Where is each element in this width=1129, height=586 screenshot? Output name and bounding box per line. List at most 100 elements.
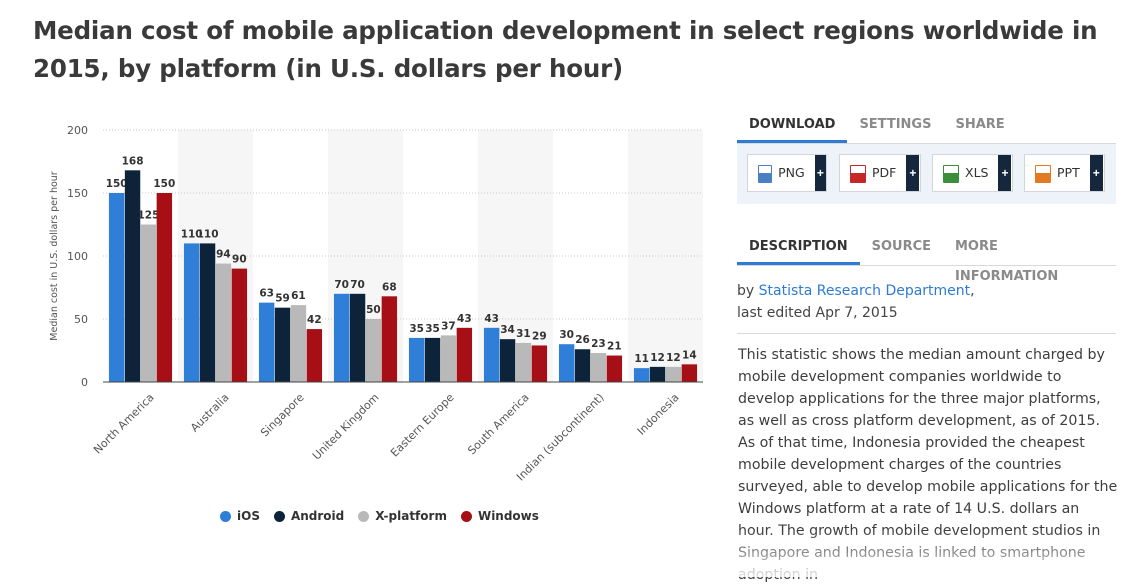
download-tabs: DOWNLOAD SETTINGS SHARE — [737, 110, 1116, 144]
data-label: 26 — [575, 334, 590, 346]
plus-icon[interactable]: + — [1089, 155, 1103, 191]
legend-dot-icon — [358, 510, 370, 522]
data-label: 94 — [216, 249, 231, 261]
legend-item[interactable]: X-platform — [358, 509, 447, 523]
bar — [408, 337, 425, 382]
data-label: 90 — [232, 254, 247, 266]
bar — [140, 224, 157, 382]
y-tick-label: 50 — [74, 313, 88, 326]
legend-dot-icon — [273, 510, 285, 522]
legend-label: X-platform — [375, 509, 447, 523]
bar — [290, 305, 307, 382]
legend-dot-icon — [220, 510, 231, 522]
tab-source[interactable]: SOURCE — [871, 239, 931, 254]
data-label: 110 — [181, 228, 203, 240]
data-label: 42 — [307, 314, 322, 326]
data-label: 70 — [334, 279, 349, 291]
download-xls-button[interactable]: XLS + — [932, 154, 1013, 192]
y-tick-label: 0 — [81, 376, 88, 389]
y-tick-label: 150 — [67, 187, 88, 200]
data-label: 70 — [350, 279, 365, 291]
tab-download[interactable]: DOWNLOAD — [737, 110, 848, 143]
data-label: 59 — [275, 293, 290, 305]
data-label: 150 — [153, 178, 175, 190]
bar — [590, 353, 607, 382]
tab-more-information[interactable]: MORE INFORMATION — [955, 239, 1059, 284]
x-tick-label: Singapore — [258, 391, 307, 440]
xls-file-icon — [943, 165, 959, 183]
data-label: 43 — [484, 313, 499, 325]
tab-description[interactable]: DESCRIPTION — [737, 232, 860, 265]
data-label: 43 — [457, 313, 472, 325]
bar — [231, 268, 248, 382]
data-label: 34 — [500, 324, 515, 336]
bar — [274, 307, 291, 382]
bar — [183, 243, 200, 382]
download-pdf-button[interactable]: PDF + — [839, 154, 921, 192]
data-label: 31 — [516, 328, 531, 340]
pdf-file-icon — [850, 165, 866, 183]
x-tick-label: North America — [91, 391, 157, 457]
download-png-button[interactable]: PNG + — [747, 154, 827, 192]
plus-icon[interactable]: + — [998, 155, 1012, 191]
download-ppt-button[interactable]: PPT + — [1024, 154, 1105, 192]
x-tick-label: South America — [465, 391, 531, 457]
page-title: Median cost of mobile application develo… — [33, 16, 1098, 83]
y-axis-title: Median cost in U.S. dollars per hour — [49, 171, 60, 340]
download-pdf-label: PDF — [872, 165, 897, 180]
chart-legend: iOS Android X-platform Windows — [220, 509, 539, 523]
author-link[interactable]: Statista Research Department — [758, 283, 971, 299]
bar — [365, 319, 382, 382]
bar — [681, 364, 698, 382]
bar — [333, 293, 350, 382]
tab-share[interactable]: SHARE — [955, 117, 1005, 132]
bar — [424, 337, 441, 382]
bar — [381, 296, 398, 382]
legend-dot-icon — [460, 510, 472, 522]
data-label: 125 — [137, 210, 159, 222]
bar — [665, 366, 682, 382]
data-label: 35 — [409, 323, 424, 335]
x-tick-label: Indian (subcontinent) — [514, 391, 607, 484]
by-suffix: , — [970, 283, 975, 299]
bar — [258, 302, 275, 382]
x-tick-label: Australia — [188, 391, 232, 435]
data-label: 150 — [106, 178, 128, 190]
y-tick-label: 200 — [67, 124, 88, 137]
bar — [606, 355, 623, 382]
x-tick-label: Indonesia — [635, 391, 682, 438]
data-label: 110 — [197, 228, 219, 240]
bar — [649, 366, 666, 382]
bar — [456, 327, 473, 382]
legend-item[interactable]: iOS — [220, 509, 260, 523]
data-label: 50 — [366, 304, 381, 316]
legend-item[interactable]: Windows — [460, 509, 539, 523]
bar — [633, 368, 650, 382]
data-label: 23 — [591, 338, 606, 350]
data-label: 37 — [441, 320, 456, 332]
bar — [531, 345, 548, 382]
legend-label: iOS — [237, 509, 260, 523]
legend-item[interactable]: Android — [273, 509, 344, 523]
bar — [108, 193, 125, 382]
download-xls-label: XLS — [965, 165, 989, 180]
tab-settings[interactable]: SETTINGS — [859, 117, 932, 132]
bar — [440, 335, 457, 382]
bar — [483, 327, 500, 382]
bar — [156, 193, 173, 382]
download-bar: PNG + PDF + XLS + PPT + — [737, 144, 1116, 204]
bar — [515, 342, 532, 382]
bar — [558, 344, 575, 382]
y-tick-label: 100 — [67, 250, 88, 263]
info-tabs: DESCRIPTION SOURCE MORE INFORMATION — [737, 232, 1116, 284]
plus-icon[interactable]: + — [814, 155, 826, 191]
image-file-icon — [758, 165, 773, 183]
bar — [306, 329, 323, 382]
data-label: 30 — [559, 329, 574, 341]
bar — [215, 263, 232, 382]
plus-icon[interactable]: + — [906, 155, 920, 191]
data-label: 61 — [291, 290, 306, 302]
legend-label: Windows — [477, 509, 539, 523]
download-ppt-label: PPT — [1057, 165, 1080, 180]
data-label: 11 — [634, 353, 649, 365]
